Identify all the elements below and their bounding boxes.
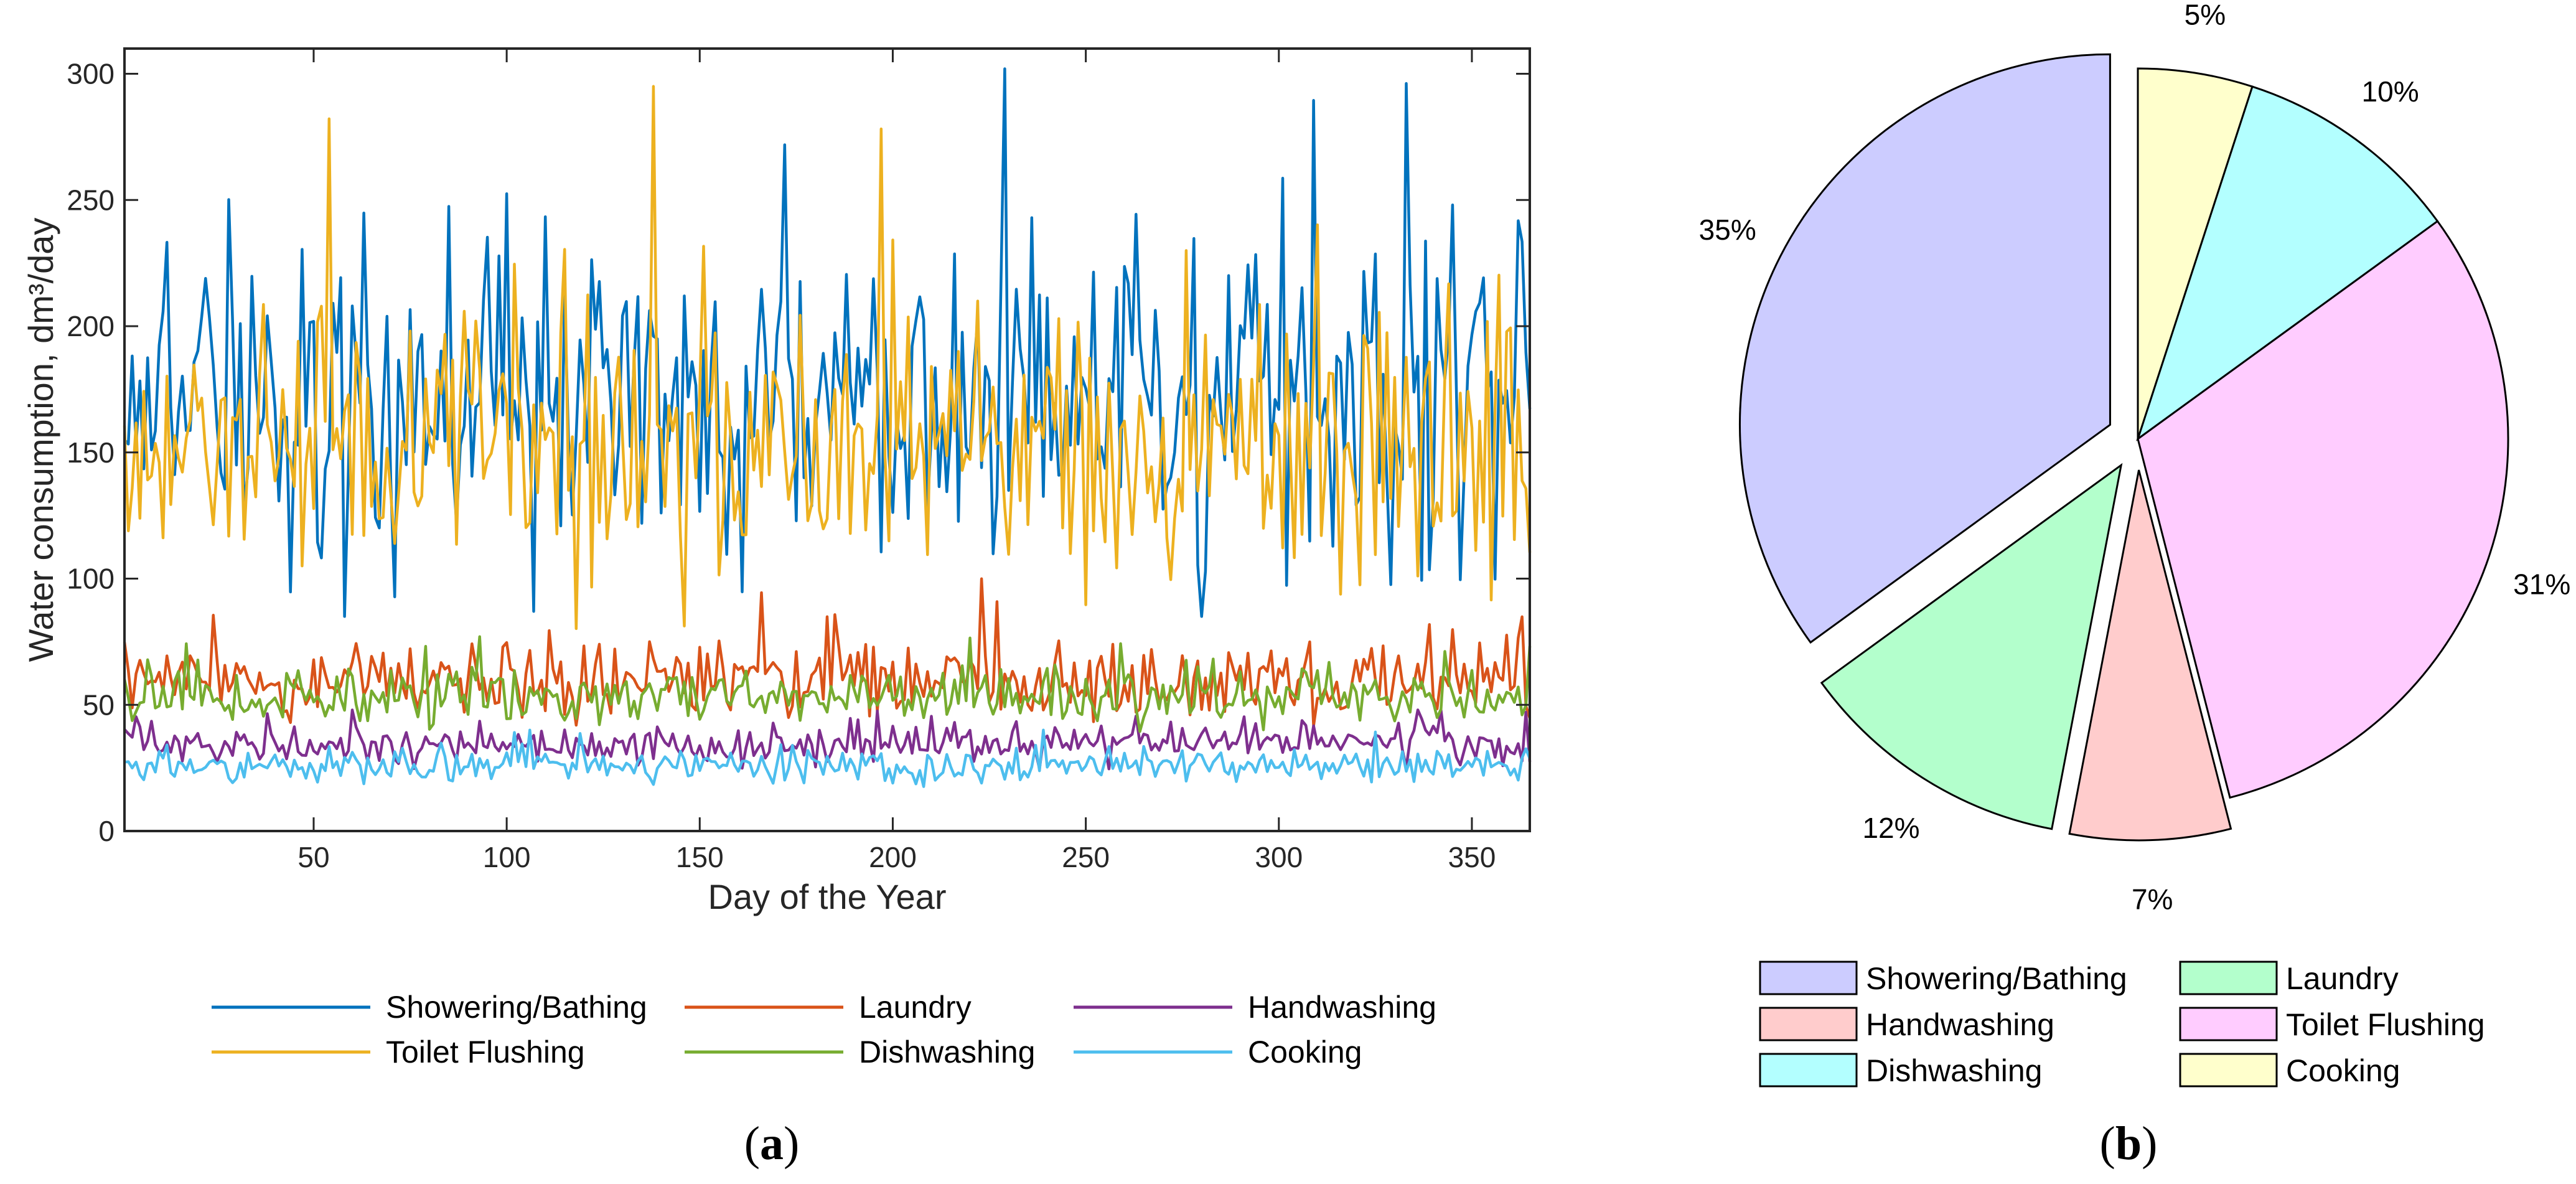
caption-paren: ( [744,1117,760,1170]
x-axis-label: Day of the Year [708,877,947,916]
x-tick-label: 50 [297,841,329,873]
legend-swatch [1759,1007,1858,1041]
legend-swatch [2179,1053,2278,1088]
caption-letter: b [2115,1117,2142,1170]
legend-label: Dishwashing [1866,1053,2042,1088]
legend-label: Cooking [2286,1053,2400,1088]
axis-ticks: 50 100 150 200 250 300 350 0 50 100 150 200 250 300 [67,49,1530,873]
legend-label: Cooking [1248,1035,1362,1069]
pie-percent-labels: 35% 12% 7% 31% 10% 5% [1699,0,2571,916]
series-line-dishwashing [123,635,1532,733]
legend-label: Showering/Bathing [1866,961,2127,996]
x-tick-label: 300 [1255,841,1303,873]
pie-chart-panel: 35% 12% 7% 31% 10% 5% Showering/Bathing Laundr… [1699,0,2571,1170]
x-tick-label: 250 [1062,841,1110,873]
y-axis-label: Water consumption, dm³/day [21,218,60,662]
legend-swatch [2179,961,2278,995]
x-tick-label: 100 [483,841,531,873]
pie-percent-label: 5% [2185,0,2226,31]
x-tick-label: 350 [1448,841,1496,873]
y-tick-label: 300 [67,58,115,90]
pie-chart-legend: Showering/Bathing Laundry Handwashing Toile… [1748,947,2538,1092]
y-tick-label: 250 [67,184,115,216]
series-line-showering-bathing [123,67,1532,618]
series-line-toilet-flushing [123,85,1532,631]
pie-slice-laundry [1820,463,2123,830]
legend-label: Showering/Bathing [386,990,647,1025]
plot-area-frame [123,47,1531,832]
y-tick-label: 200 [67,310,115,342]
y-tick-label: 50 [83,688,115,721]
legend-swatch [1759,961,1858,995]
x-tick-label: 150 [676,841,724,873]
pie-slice-dishwashing [2136,85,2439,441]
legend-label: Laundry [2286,961,2399,996]
line-series-group [123,67,1532,788]
pie-percent-label: 31% [2513,568,2570,601]
x-tick-label: 200 [869,841,917,873]
pie-percent-label: 12% [1862,812,1919,844]
panel-b-caption: (b) [2100,1117,2158,1170]
caption-paren: ( [2100,1117,2115,1170]
legend-background [1748,947,2538,1092]
series-line-cooking [124,728,1532,788]
pie-slices [1739,53,2509,842]
legend-label: Laundry [859,990,972,1025]
y-tick-label: 0 [98,815,115,847]
legend-label: Toilet Flushing [2286,1007,2485,1042]
legend-swatch [1759,1053,1858,1088]
pie-percent-label: 7% [2132,883,2173,916]
line-chart-panel: 50 100 150 200 250 300 350 0 50 100 150 200 250 300 D… [21,47,1532,1170]
panel-a-caption: (a) [744,1117,800,1170]
legend-label: Handwashing [1248,990,1436,1025]
y-tick-label: 150 [67,436,115,469]
caption-paren: ) [784,1117,799,1170]
pie-slice-showering-bathing [1739,53,2111,644]
pie-slice-cooking [2137,67,2254,439]
pie-slice-toilet-flushing [2137,220,2509,799]
caption-paren: ) [2142,1117,2157,1170]
y-tick-label: 100 [67,563,115,595]
legend-label: Dishwashing [859,1035,1035,1069]
legend-label: Toilet Flushing [386,1035,585,1069]
legend-swatch [2179,1007,2278,1041]
pie-slice-handwashing [2068,469,2232,842]
caption-letter: a [760,1117,784,1170]
line-chart-legend: Showering/Bathing Laundry Handwashing Toile… [212,990,1436,1069]
legend-label: Handwashing [1866,1007,2054,1042]
pie-percent-label: 10% [2362,75,2419,108]
pie-percent-label: 35% [1699,214,1756,246]
